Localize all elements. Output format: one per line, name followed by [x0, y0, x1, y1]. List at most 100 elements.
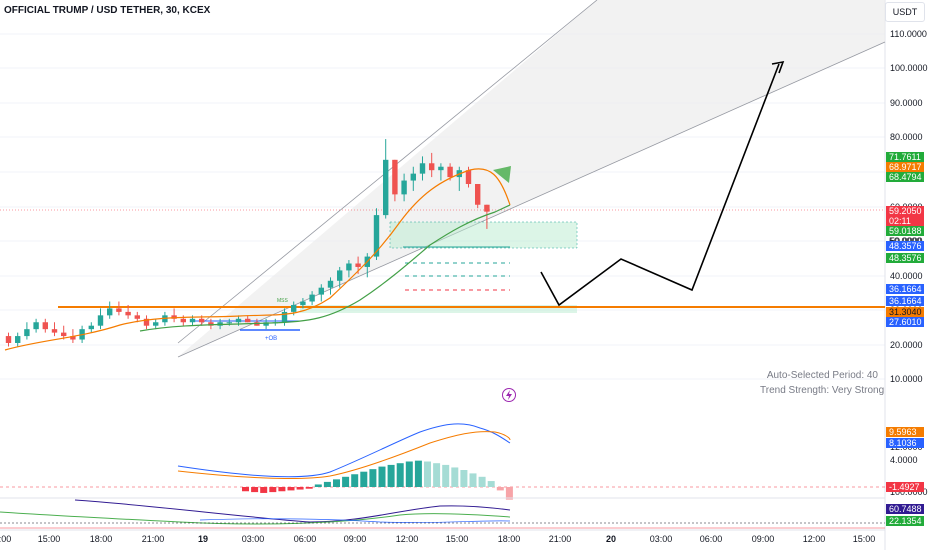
price-label: 48.3576 [886, 241, 924, 251]
candle [15, 336, 21, 343]
price-axis-tick: 100.0000 [890, 63, 928, 73]
macd-histogram-bar [242, 487, 249, 492]
time-axis-tick: 15:00 [37, 534, 61, 544]
macd-histogram-bar [323, 481, 331, 487]
candle [70, 336, 76, 340]
time-axis-tick: 03:00 [649, 534, 673, 544]
time-axis-tick: 06:00 [699, 534, 723, 544]
candle [475, 184, 481, 205]
macd-histogram-bar [414, 460, 422, 487]
time-axis-tick: 20 [605, 534, 617, 544]
price-axis-tick: 10.0000 [890, 374, 923, 384]
indicator-axis-tick: 100.0000 [890, 487, 928, 497]
auto-period-text: Auto-Selected Period: 40 [766, 370, 878, 381]
rsi-line [74, 499, 511, 523]
candle [465, 170, 472, 185]
macd-histogram-bar [451, 467, 459, 487]
macd-histogram-bar [505, 487, 513, 500]
time-axis-tick: 19 [197, 534, 209, 544]
ma-fast [4, 168, 511, 351]
candle [208, 322, 214, 326]
candle [318, 287, 324, 295]
indicator-label: 60.7488 [886, 504, 924, 514]
price-axis-tick: 110.0000 [890, 29, 927, 39]
candle [153, 322, 159, 326]
candle [61, 332, 67, 337]
candle [281, 311, 288, 323]
mss-zone [300, 305, 577, 313]
price-label: 59.0188 [886, 226, 924, 236]
price-label: 68.9717 [886, 162, 924, 172]
indicator-label: 8.1036 [886, 438, 924, 448]
stoch-signal-line [199, 518, 511, 523]
chart-title: OFFICIAL TRUMP / USD TETHER, 30, KCEX [4, 5, 211, 16]
lightning-icon [502, 388, 516, 402]
macd-histogram-bar [487, 481, 495, 487]
price-label: 27.6010 [886, 317, 924, 327]
candle [245, 318, 251, 323]
candle [51, 329, 58, 333]
candle [419, 163, 426, 174]
macd-histogram-bar [478, 476, 486, 487]
candle [429, 163, 435, 171]
signal-line [177, 431, 511, 479]
time-axis-tick: 15:00 [852, 534, 876, 544]
stoch-line [0, 511, 511, 525]
candle [447, 166, 453, 178]
candle [300, 301, 306, 305]
candle [327, 280, 334, 288]
macd-histogram-bar [333, 479, 340, 487]
ob-label: +OB [265, 336, 278, 342]
candle [410, 173, 416, 181]
candle [134, 315, 140, 319]
macd-histogram-bar [351, 474, 359, 487]
candle [235, 318, 242, 323]
currency-selector[interactable]: USDT [885, 2, 925, 22]
candle [484, 204, 490, 212]
candle [42, 322, 48, 330]
candle [401, 180, 407, 195]
candle [438, 166, 444, 171]
price-label: 48.3576 [886, 253, 924, 263]
macd-histogram-bar [251, 487, 259, 493]
macd-histogram-bar [405, 461, 413, 487]
time-axis-tick: 06:00 [293, 534, 317, 544]
macd-histogram-bar [433, 463, 441, 487]
candle [337, 270, 343, 281]
candle [125, 311, 131, 316]
candle [373, 215, 380, 257]
indicator-axis-tick: 4.0000 [890, 455, 918, 465]
macd-histogram-bar [469, 473, 477, 487]
time-axis-tick: 03:00 [241, 534, 265, 544]
trend-channel-fill [178, 0, 885, 357]
macd-histogram-bar [287, 487, 295, 491]
candle [24, 329, 30, 337]
candle [143, 318, 150, 326]
candle [116, 308, 122, 312]
price-label: 68.4794 [886, 172, 924, 182]
price-label: 71.7611 [886, 152, 924, 162]
time-axis-tick: 18:00 [497, 534, 521, 544]
candle [309, 294, 315, 302]
macd-histogram-bar [378, 466, 386, 487]
candle [355, 263, 361, 267]
macd-histogram-bar [342, 476, 350, 487]
candle [33, 322, 39, 330]
macd-histogram-bar [296, 487, 304, 490]
price-axis-tick: 80.0000 [890, 132, 923, 142]
candle [346, 263, 352, 271]
macd-histogram-bar [387, 464, 395, 487]
time-axis-tick: 21:00 [141, 534, 165, 544]
price-axis-tick: 40.0000 [890, 271, 923, 281]
indicator-label: 22.1354 [886, 516, 924, 526]
macd-histogram-bar [460, 470, 468, 487]
order-block-zone [389, 221, 578, 249]
indicator-label: 9.5963 [886, 427, 924, 437]
candle [199, 318, 205, 323]
macd-histogram-bar [260, 487, 268, 493]
price-label: 59.2050 [886, 206, 924, 216]
macd-histogram-bar [360, 471, 368, 487]
macd-histogram-bar [314, 484, 322, 487]
